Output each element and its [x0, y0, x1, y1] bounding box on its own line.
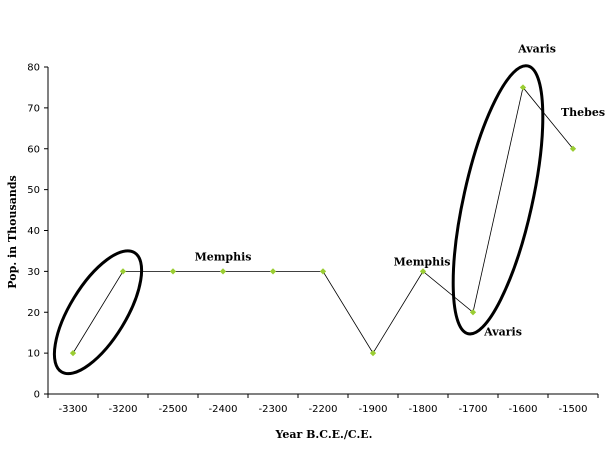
series-line: [72, 86, 574, 354]
data-point: [269, 268, 277, 275]
y-tick-label: 40: [27, 226, 40, 237]
x-tick-label: -1500: [558, 404, 587, 415]
highlight-ellipse: [52, 249, 144, 376]
highlight-ellipse: [451, 64, 545, 336]
x-tick-label: -2200: [308, 404, 337, 415]
annotation-label: Avaris: [517, 42, 556, 55]
plot-area: 0 10 20 30 40 50 60 70 80 -3300 -3200 -2500 -2400 -23…: [27, 42, 605, 415]
x-tick-label: -2400: [208, 404, 237, 415]
x-axis-title: Year B.C.E./C.E.: [274, 428, 372, 441]
x-tick-label: -1900: [358, 404, 387, 415]
x-tick-label: -1700: [458, 404, 487, 415]
annotation-label: Memphis: [195, 250, 252, 263]
y-tick-label: 30: [27, 267, 40, 278]
y-tick-label: 80: [27, 63, 40, 74]
y-tick-label: 70: [27, 103, 40, 114]
data-point: [219, 268, 227, 275]
x-tick-label: -1600: [508, 404, 537, 415]
x-tick-label: -1800: [408, 404, 437, 415]
data-point: [469, 309, 477, 316]
data-point: [419, 268, 427, 275]
data-point: [319, 268, 327, 275]
x-tick-label: -2500: [158, 404, 187, 415]
data-point: [369, 350, 377, 357]
y-tick-label: 20: [27, 308, 40, 319]
annotation-label: Memphis: [394, 255, 451, 268]
y-tick-label: 10: [27, 349, 40, 360]
y-tick-label: 50: [27, 185, 40, 196]
data-point: [169, 268, 177, 275]
annotation-label: Avaris: [483, 325, 522, 338]
y-axis-title: Pop. in Thousands: [6, 175, 19, 288]
y-tick-label: 0: [34, 390, 40, 401]
data-point: [119, 268, 127, 275]
x-tick-label: -2300: [258, 404, 287, 415]
x-tick-label: -3200: [108, 404, 137, 415]
y-tick-label: 60: [27, 144, 40, 155]
x-tick-label: -3300: [58, 404, 87, 415]
annotation-label: Thebes: [561, 106, 605, 119]
data-point: [69, 350, 77, 357]
